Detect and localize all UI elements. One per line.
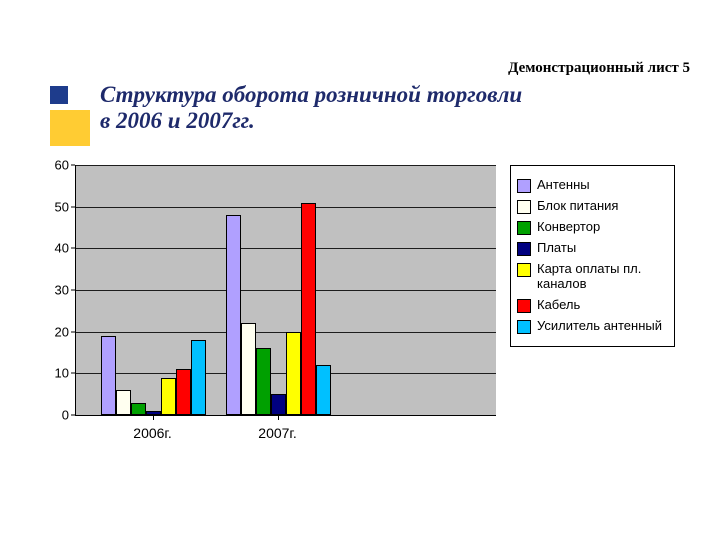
y-tick-label: 60 bbox=[55, 158, 69, 173]
legend-label: Антенны bbox=[537, 178, 668, 193]
legend-item: Усилитель антенный bbox=[517, 319, 668, 334]
bar bbox=[301, 203, 316, 416]
bar bbox=[286, 332, 301, 415]
legend-swatch bbox=[517, 299, 531, 313]
grid-line bbox=[76, 290, 496, 291]
legend-swatch bbox=[517, 263, 531, 277]
header-label: Демонстрационный лист 5 bbox=[508, 60, 690, 77]
chart: 0102030405060 2006г.2007г. АнтенныБлок п… bbox=[35, 165, 685, 475]
x-tick-mark bbox=[153, 415, 154, 420]
legend-swatch bbox=[517, 200, 531, 214]
legend-swatch bbox=[517, 221, 531, 235]
legend-item: Карта оплаты пл. каналов bbox=[517, 262, 668, 292]
grid-line bbox=[76, 248, 496, 249]
y-tick-label: 10 bbox=[55, 366, 69, 381]
legend-label: Блок питания bbox=[537, 199, 668, 214]
bar bbox=[191, 340, 206, 415]
legend-label: Усилитель антенный bbox=[537, 319, 668, 334]
bar bbox=[131, 403, 146, 416]
accent-bar bbox=[50, 110, 90, 146]
legend-swatch bbox=[517, 179, 531, 193]
bar bbox=[316, 365, 331, 415]
legend-item: Кабель bbox=[517, 298, 668, 313]
grid-line bbox=[76, 165, 496, 166]
legend-item: Платы bbox=[517, 241, 668, 256]
legend-item: Блок питания bbox=[517, 199, 668, 214]
y-tick-label: 40 bbox=[55, 241, 69, 256]
bar bbox=[176, 369, 191, 415]
legend-label: Карта оплаты пл. каналов bbox=[537, 262, 668, 292]
grid-line bbox=[76, 207, 496, 208]
x-tick-label: 2006г. bbox=[133, 425, 171, 441]
legend: Антенны Блок питания Конвертор Платы Карта о… bbox=[510, 165, 675, 347]
bar bbox=[146, 411, 161, 415]
y-tick-label: 50 bbox=[55, 199, 69, 214]
x-tick-mark bbox=[278, 415, 279, 420]
bar bbox=[116, 390, 131, 415]
legend-swatch bbox=[517, 242, 531, 256]
legend-swatch bbox=[517, 320, 531, 334]
legend-item: Антенны bbox=[517, 178, 668, 193]
title-line-2: в 2006 и 2007гг. bbox=[100, 108, 522, 134]
bar bbox=[256, 348, 271, 415]
bar bbox=[271, 394, 286, 415]
bar bbox=[161, 378, 176, 416]
y-tick-label: 20 bbox=[55, 324, 69, 339]
bar bbox=[226, 215, 241, 415]
bar bbox=[241, 323, 256, 415]
legend-label: Конвертор bbox=[537, 220, 668, 235]
x-tick-label: 2007г. bbox=[258, 425, 296, 441]
legend-label: Платы bbox=[537, 241, 668, 256]
y-tick-label: 30 bbox=[55, 283, 69, 298]
legend-label: Кабель bbox=[537, 298, 668, 313]
legend-item: Конвертор bbox=[517, 220, 668, 235]
title-line-1: Структура оборота розничной торговли bbox=[100, 82, 522, 108]
page-title: Структура оборота розничной торговли в 2… bbox=[100, 82, 522, 135]
y-tick-label: 0 bbox=[62, 408, 69, 423]
accent-square bbox=[50, 86, 68, 104]
y-axis: 0102030405060 bbox=[35, 165, 75, 415]
plot-area bbox=[75, 165, 496, 416]
bar bbox=[101, 336, 116, 415]
